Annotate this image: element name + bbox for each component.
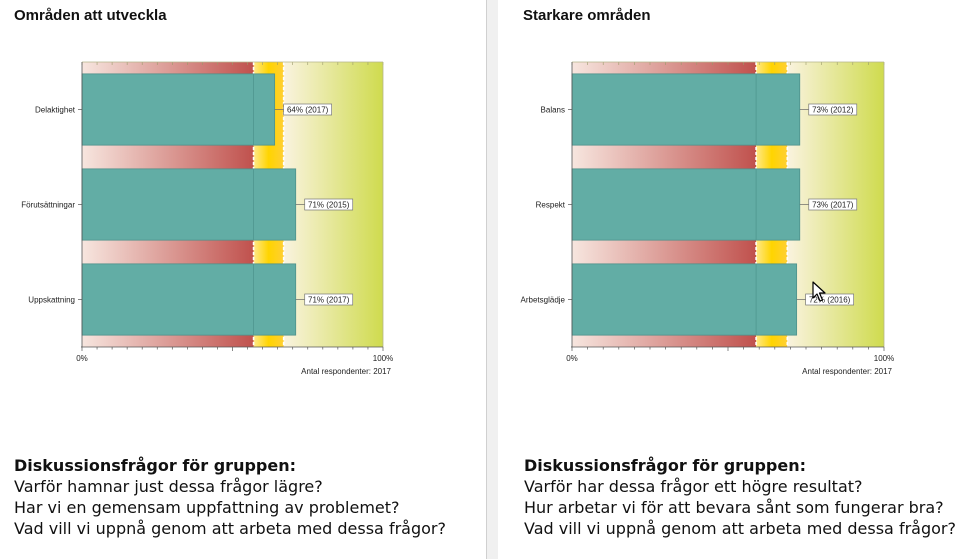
panel-title: Starkare områden xyxy=(523,7,651,24)
data-label: 71% (2015) xyxy=(308,201,350,210)
data-label: 64% (2017) xyxy=(287,106,329,115)
discussion-title: Diskussionsfrågor för gruppen: xyxy=(524,456,807,475)
x-tick-label: 100% xyxy=(373,354,393,363)
category-label: Förutsättningar xyxy=(21,201,75,210)
category-label: Arbetsglädje xyxy=(521,296,566,305)
data-label-box xyxy=(304,198,354,211)
data-label: 72% (2016) xyxy=(809,296,851,305)
data-label: 71% (2017) xyxy=(308,296,350,305)
data-label: 73% (2017) xyxy=(812,201,854,210)
discussion-question: Vad vill vi uppnå genom att arbeta med d… xyxy=(524,519,956,538)
respondent-count: Antal respondenter: 2017 xyxy=(301,367,391,376)
category-label: Balans xyxy=(541,106,565,115)
chart-strong-areas: Balans 73% (2012) Respekt 73% (2017) Arbetsg… xyxy=(521,61,894,376)
mouse-pointer-icon xyxy=(812,281,826,302)
right-panel: Starkare områden Balans 73% (2012) Respekt… xyxy=(498,0,958,559)
discussion-question: Hur arbetar vi för att bevara sånt som f… xyxy=(524,498,944,517)
data-label-box xyxy=(283,103,332,116)
bar-delaktighet xyxy=(81,73,276,146)
panel-title: Områden att utveckla xyxy=(14,7,167,24)
discussion-question: Varför hamnar just dessa frågor lägre? xyxy=(14,477,323,496)
category-label: Uppskattning xyxy=(28,296,75,305)
data-label-box xyxy=(808,103,858,116)
x-tick-label: 0% xyxy=(566,354,578,363)
left-panel: Områden att utveckla Delaktighet 64% (201… xyxy=(14,0,487,559)
data-label: 73% (2012) xyxy=(812,106,854,115)
bar-arbetsglädje xyxy=(571,263,798,336)
respondent-count: Antal respondenter: 2017 xyxy=(802,367,892,376)
data-label-box xyxy=(805,293,854,306)
bar-uppskattning xyxy=(81,263,297,336)
discussion-question: Har vi en gemensam uppfattning av proble… xyxy=(14,498,400,517)
data-label-box xyxy=(304,293,354,306)
category-label: Respekt xyxy=(536,201,566,210)
category-label: Delaktighet xyxy=(35,106,76,115)
bar-balans xyxy=(571,73,801,146)
discussion-question: Vad vill vi uppnå genom att arbeta med d… xyxy=(14,519,446,538)
discussion-question: Varför har dessa frågor ett högre result… xyxy=(524,477,863,496)
x-tick-label: 100% xyxy=(874,354,894,363)
chart-develop-areas: Delaktighet 64% (2017) Förutsättningar 71% … xyxy=(21,61,393,376)
discussion-block: Diskussionsfrågor för gruppen: Varför ha… xyxy=(14,455,446,539)
data-label-box xyxy=(808,198,858,211)
bar-förutsättningar xyxy=(81,168,297,241)
discussion-title: Diskussionsfrågor för gruppen: xyxy=(14,456,297,475)
panel-divider xyxy=(487,0,498,559)
discussion-block: Diskussionsfrågor för gruppen: Varför ha… xyxy=(524,455,956,539)
bar-respekt xyxy=(571,168,801,241)
x-tick-label: 0% xyxy=(76,354,88,363)
